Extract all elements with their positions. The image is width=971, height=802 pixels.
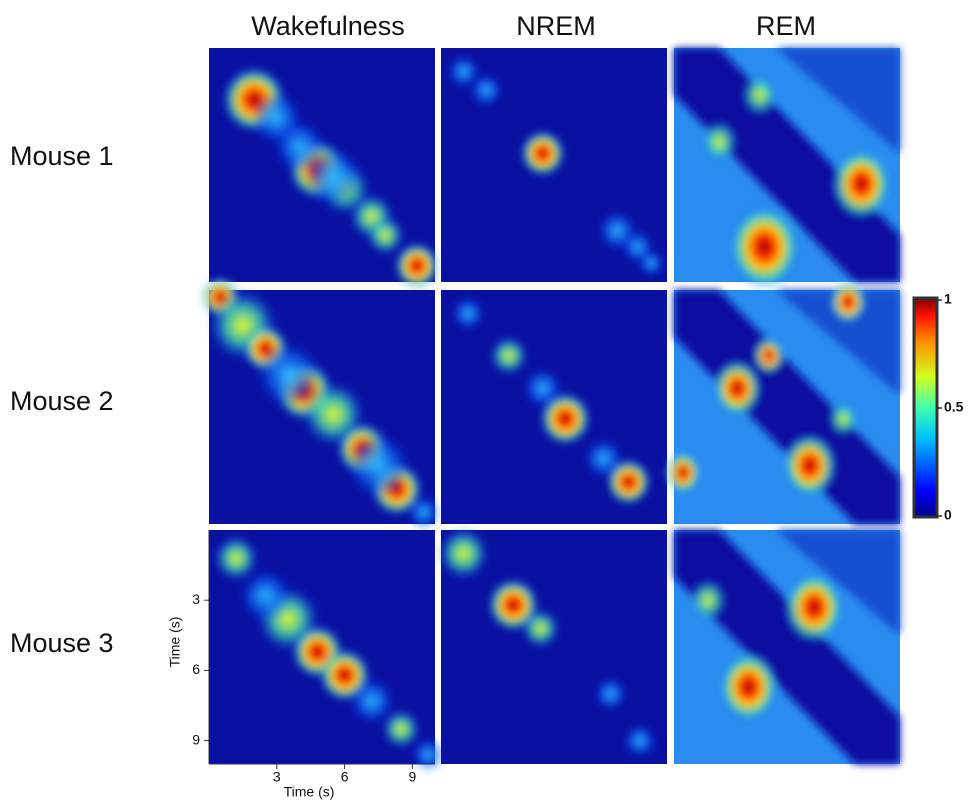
heatmap-corner xyxy=(775,290,900,396)
heatmap-blob xyxy=(346,432,411,499)
row-label: Mouse 2 xyxy=(10,386,114,416)
heatmap-blobs xyxy=(213,535,445,772)
heatmap-panel xyxy=(201,277,440,529)
heatmap-blob xyxy=(213,535,259,582)
heatmap-blob xyxy=(729,204,800,290)
colorbar-tick-label: 0.5 xyxy=(944,399,964,415)
heatmap-panel xyxy=(674,530,900,764)
heatmap-blobs xyxy=(674,530,900,764)
heatmap-blob xyxy=(784,572,844,643)
heatmap-blobs xyxy=(201,277,440,529)
heatmap-panel xyxy=(209,530,445,772)
heatmap-corner xyxy=(775,48,900,154)
heatmap-blob xyxy=(701,120,737,163)
x-axis-label: Time (s) xyxy=(284,784,335,800)
heatmap-blob xyxy=(754,337,784,374)
heatmap-blob xyxy=(438,527,489,580)
heatmap-blob xyxy=(447,55,480,88)
heatmap-blob xyxy=(584,438,623,479)
heatmap-blob xyxy=(394,242,440,289)
heatmap-panel xyxy=(438,527,667,764)
heatmap-blob xyxy=(256,341,320,407)
heatmap-blob xyxy=(452,297,484,330)
heatmap-blob xyxy=(594,677,627,711)
heatmap-blob xyxy=(830,280,866,323)
heatmap-blob xyxy=(523,368,562,408)
heatmap-blobs xyxy=(674,48,900,290)
y-axis-label: Time (s) xyxy=(167,617,183,668)
heatmap-blob xyxy=(240,569,291,622)
heatmap-blob xyxy=(719,651,778,722)
colorbar-ticks: 00.51 xyxy=(937,291,964,523)
heatmap-blob xyxy=(407,495,440,529)
heatmap-corner xyxy=(775,530,900,636)
heatmap-blob xyxy=(832,148,891,219)
heatmap-blob xyxy=(382,709,421,749)
heatmap-blob xyxy=(828,401,859,437)
heatmap-blob xyxy=(489,335,528,376)
heatmap-diagonal xyxy=(674,530,900,764)
heatmap-blob xyxy=(665,451,701,494)
heatmap-blob xyxy=(783,433,837,498)
heatmap-blob xyxy=(349,677,394,724)
heatmap-panel xyxy=(209,48,440,289)
heatmap-blob xyxy=(624,724,656,757)
heatmap-panel xyxy=(441,290,667,524)
heatmap-diagonal xyxy=(674,290,900,524)
heatmap-blobs xyxy=(452,297,651,505)
heatmap-panel xyxy=(674,48,900,290)
heatmap-blob xyxy=(638,250,664,277)
heatmap-blob xyxy=(520,130,565,177)
x-tick-label: 3 xyxy=(273,769,281,785)
y-tick-label: 3 xyxy=(192,591,200,607)
heatmap-blob xyxy=(366,215,405,255)
heatmap-blob xyxy=(521,608,560,648)
heatmap-blob xyxy=(713,360,761,417)
y-tick-label: 6 xyxy=(192,661,200,677)
heatmap-blobs xyxy=(447,55,664,277)
row-label: Mouse 3 xyxy=(10,628,114,658)
y-tick-label: 9 xyxy=(192,731,200,747)
heatmap-blob xyxy=(304,147,362,207)
column-title: NREM xyxy=(516,11,596,41)
heatmap-blob xyxy=(539,392,591,445)
heatmap-blob xyxy=(690,579,726,622)
heatmap-blobs xyxy=(438,527,656,757)
column-title: REM xyxy=(756,11,816,41)
heatmap-panel xyxy=(441,48,667,282)
x-tick-label: 6 xyxy=(341,769,349,785)
heatmap-blob xyxy=(742,73,778,116)
heatmap-diagonal xyxy=(674,48,900,282)
x-tick-label: 9 xyxy=(409,769,417,785)
axes: 3 6 9 3 6 9 xyxy=(192,530,435,785)
colorbar-tick-label: 0 xyxy=(944,507,952,523)
heatmap-blob xyxy=(412,738,445,772)
colorbar xyxy=(912,296,939,519)
heatmap-blobs xyxy=(222,66,440,289)
heatmap-grid xyxy=(201,48,900,772)
heatmap-panel xyxy=(665,280,900,524)
heatmap-blobs xyxy=(665,280,900,524)
column-title: Wakefulness xyxy=(251,11,405,41)
colorbar-tick-label: 1 xyxy=(944,291,952,307)
row-label: Mouse 1 xyxy=(10,141,114,171)
heatmap-blob xyxy=(470,73,503,107)
